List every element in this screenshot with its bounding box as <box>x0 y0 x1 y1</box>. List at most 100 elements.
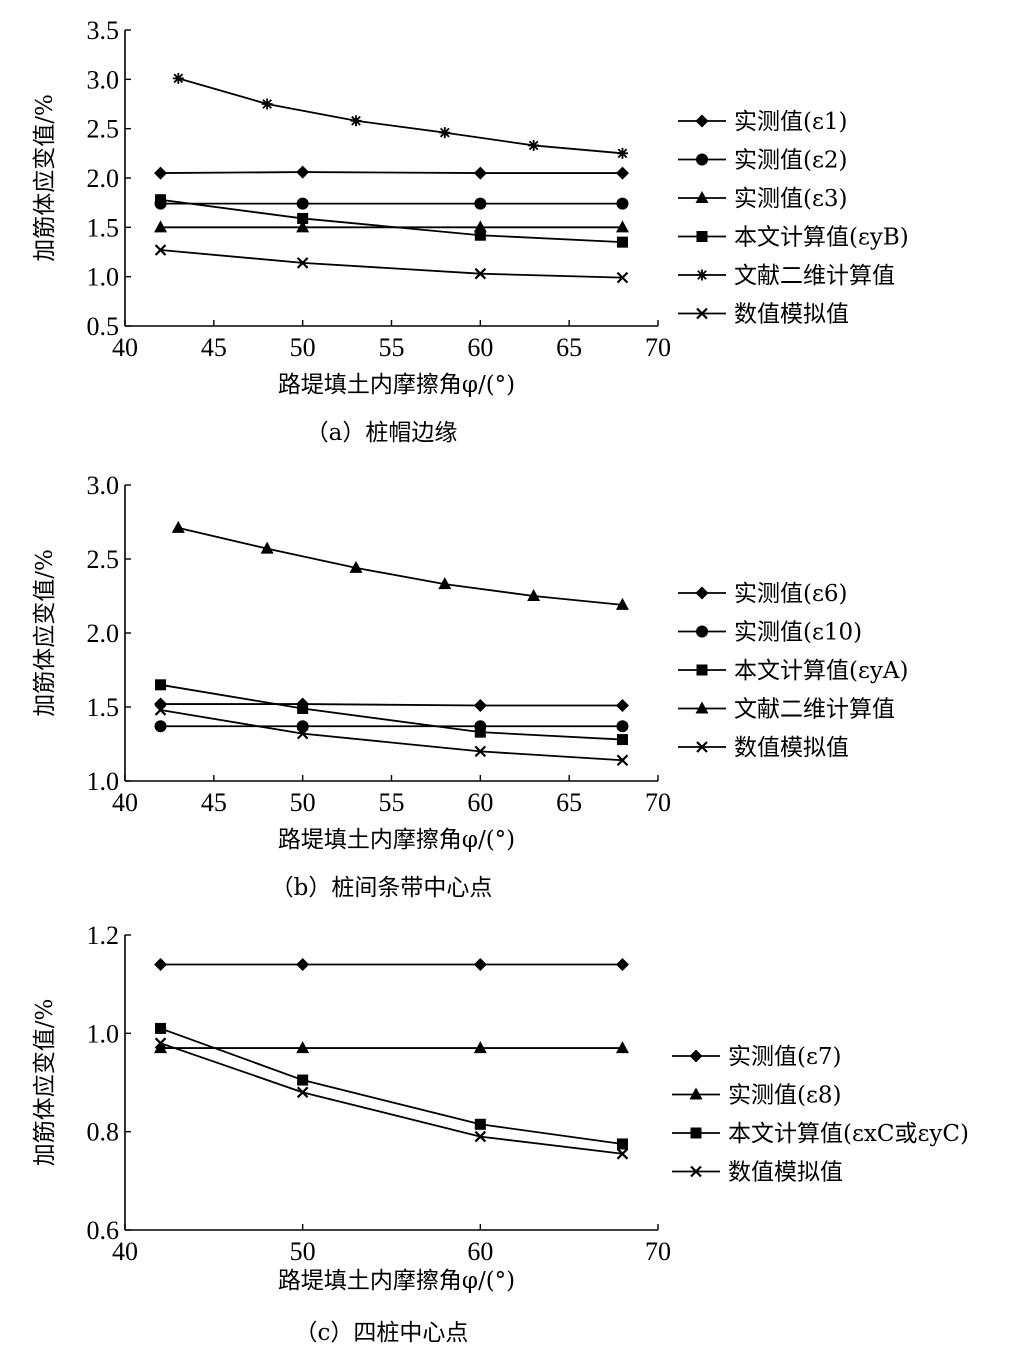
data-point-triangle <box>473 220 487 233</box>
x-tick-label: 45 <box>201 333 227 362</box>
y-tick-label: 1.0 <box>87 767 120 796</box>
y-tick-label: 3.0 <box>87 471 120 500</box>
legend-marker-diamond <box>695 586 709 600</box>
data-point-triangle <box>349 560 363 573</box>
legend-label: 实测值(ε2) <box>734 148 848 174</box>
legend-label: 数值模拟值 <box>728 1160 843 1186</box>
data-point-diamond <box>296 165 310 179</box>
data-point-triangle <box>296 1041 310 1054</box>
series-group <box>154 704 629 767</box>
data-point-x <box>474 1130 487 1143</box>
x-tick-label: 50 <box>290 1237 316 1266</box>
chart-panel-a: 40 45 50 55 60 65 70 0.5 1.0 1.5 2.0 2.5 3.0 3.5 路堤填土内… <box>0 0 1036 455</box>
series-line <box>160 703 623 707</box>
legend-label: 实测值(ε1) <box>734 109 848 135</box>
data-point-square <box>297 1074 309 1086</box>
data-point-square <box>155 679 167 691</box>
data-point-diamond <box>615 166 629 180</box>
y-axis-label: 加筋体应变值/% <box>32 549 58 717</box>
series-group <box>154 958 629 971</box>
data-point-triangle <box>615 597 629 610</box>
data-point-diamond <box>296 958 310 971</box>
x-tick-label: 50 <box>290 788 316 817</box>
x-tick-label: 70 <box>645 333 671 362</box>
y-tick-label: 2.0 <box>87 164 120 193</box>
series-line <box>160 709 623 762</box>
data-point-triangle <box>154 220 168 233</box>
legend: 实测值(ε7) 实测值(ε8) 本文计算值(εxC或εyC) 数值模拟值 <box>672 1044 969 1186</box>
data-point-star <box>261 98 273 110</box>
legend-label: 本文计算值(εyA) <box>734 658 908 684</box>
x-tick-label: 65 <box>556 788 582 817</box>
data-point-diamond <box>473 699 487 713</box>
chart-svg-b: 40 45 50 55 60 65 70 1.0 1.5 2.0 2.5 3.0 路堤填土内摩擦角φ/(… <box>32 471 908 901</box>
series-group <box>154 697 629 713</box>
data-point-triangle <box>296 220 310 233</box>
data-point-triangle <box>527 589 541 601</box>
data-point-x <box>154 1037 167 1049</box>
series-group <box>155 679 628 746</box>
series-group <box>154 165 629 180</box>
data-point-square <box>155 194 167 206</box>
legend-label: 实测值(ε8) <box>728 1083 842 1109</box>
x-tick-label: 40 <box>112 1237 138 1266</box>
x-tick-label: 45 <box>201 788 227 817</box>
legend-marker-square <box>696 664 708 676</box>
data-point-square <box>616 1138 628 1150</box>
panel-caption-c: （c）四桩中心点 <box>295 1320 469 1346</box>
legend-marker-triangle <box>695 701 709 714</box>
y-tick-label: 2.5 <box>87 545 120 574</box>
data-point-square <box>474 726 486 738</box>
series-group <box>154 1041 629 1054</box>
data-point-x <box>616 1148 629 1160</box>
series-line <box>160 1027 623 1145</box>
data-point-x <box>616 271 629 284</box>
series-line <box>160 1042 623 1155</box>
legend-label: 数值模拟值 <box>734 735 849 761</box>
chart-svg-a: 40 45 50 55 60 65 70 0.5 1.0 1.5 2.0 2.5 3.0 3.5 路堤填土内… <box>32 16 909 446</box>
x-axis-label: 路堤填土内摩擦角φ/(°) <box>278 372 515 398</box>
data-point-diamond <box>615 699 629 713</box>
data-point-triangle <box>615 220 629 233</box>
data-point-x <box>474 267 487 280</box>
series-group <box>155 1022 628 1150</box>
x-tick-label: 70 <box>645 1237 671 1266</box>
series-group <box>154 1037 629 1160</box>
data-point-triangle <box>171 520 185 533</box>
x-tick-label: 65 <box>556 333 582 362</box>
data-point-x <box>296 727 309 740</box>
series-line <box>160 171 623 174</box>
data-point-square <box>474 229 486 241</box>
data-point-square <box>616 734 628 746</box>
legend-marker-x <box>696 307 708 320</box>
legend-marker-square <box>690 1127 702 1139</box>
data-point-diamond <box>615 958 629 971</box>
legend-label: 本文计算值(εxC或εyC) <box>728 1121 969 1147</box>
legend-label: 实测值(ε7) <box>728 1044 842 1070</box>
series-group <box>154 244 629 284</box>
x-tick-label: 40 <box>112 333 138 362</box>
data-point-square <box>155 1022 167 1034</box>
y-tick-label: 1.5 <box>87 213 120 242</box>
legend-marker-circle <box>696 625 708 638</box>
y-axis-label: 加筋体应变值/% <box>32 999 58 1167</box>
x-tick-label: 40 <box>112 788 138 817</box>
x-axis-label: 路堤填土内摩擦角φ/(°) <box>278 827 515 853</box>
data-point-star <box>616 147 628 159</box>
data-point-star <box>350 115 362 127</box>
data-point-circle <box>616 720 629 733</box>
data-point-circle <box>296 197 309 210</box>
legend-marker-circle <box>696 153 708 166</box>
data-point-square <box>474 1118 486 1130</box>
legend-marker-square <box>696 231 708 242</box>
x-tick-label: 50 <box>290 333 316 362</box>
legend-marker-x <box>696 741 708 753</box>
legend-marker-diamond <box>689 1049 703 1063</box>
series-line <box>160 249 623 279</box>
legend-label: 实测值(ε6) <box>734 581 848 607</box>
x-tick-label: 60 <box>467 788 493 817</box>
data-point-circle <box>616 197 629 210</box>
series-group <box>171 520 629 610</box>
x-tick-label: 60 <box>467 333 493 362</box>
